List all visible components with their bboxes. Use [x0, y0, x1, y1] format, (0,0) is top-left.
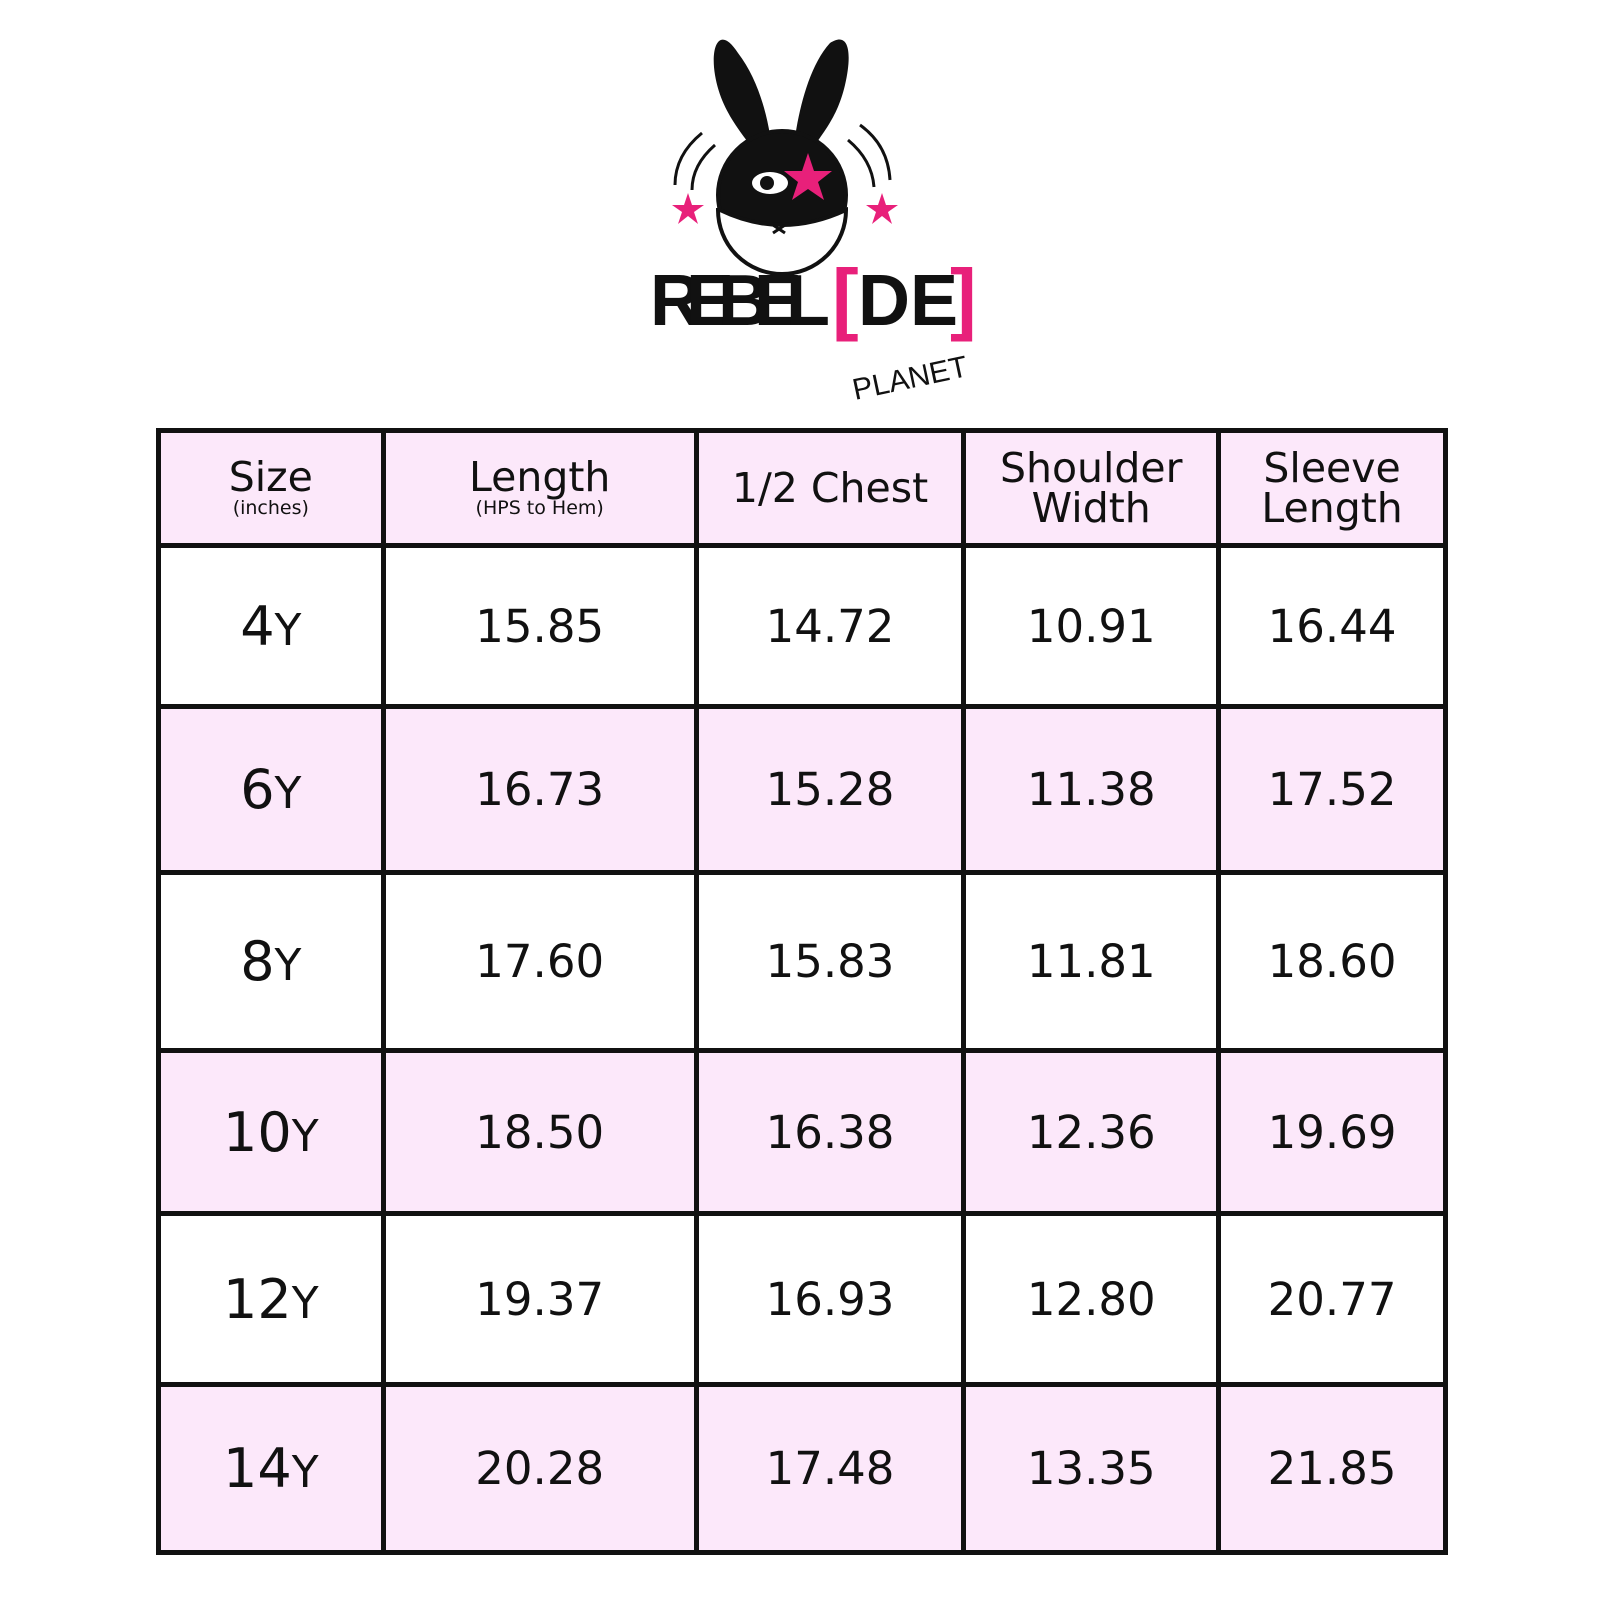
value-cell: 15.85 [380, 543, 699, 709]
size-number: 6 [240, 758, 275, 821]
value-cell: 16.38 [693, 1048, 967, 1216]
header-label: Length [468, 453, 611, 501]
table-row: 10Y 18.50 16.38 12.36 19.69 [156, 1048, 1448, 1216]
value-cell: 17.48 [693, 1382, 967, 1555]
table-row: 6Y 16.73 15.28 11.38 17.52 [156, 704, 1448, 875]
size-unit: Y [274, 768, 302, 819]
size-unit: Y [291, 1447, 319, 1498]
value-cell: 12.36 [961, 1048, 1222, 1216]
table-row: 12Y 19.37 16.93 12.80 20.77 [156, 1211, 1448, 1387]
value-cell: 12.80 [961, 1211, 1222, 1387]
value-cell: 14.72 [693, 543, 967, 709]
value-cell: 15.83 [693, 870, 967, 1053]
value-cell: 16.93 [693, 1211, 967, 1387]
value-cell: 18.50 [380, 1048, 699, 1216]
brand-name: REBEL [650, 261, 830, 341]
size-number: 10 [223, 1100, 292, 1164]
bunny-icon [672, 39, 898, 276]
value-cell: 21.85 [1216, 1382, 1448, 1555]
value-cell: 17.52 [1216, 704, 1448, 875]
table-row: 4Y 15.85 14.72 10.91 16.44 [156, 543, 1448, 709]
value-cell: 18.60 [1216, 870, 1448, 1053]
value-cell: 20.77 [1216, 1211, 1448, 1387]
table-row: 14Y 20.28 17.48 13.35 21.85 [156, 1382, 1448, 1555]
value-cell: 16.44 [1216, 543, 1448, 709]
size-cell: 6Y [156, 704, 386, 875]
header-length: Length (HPS to Hem) [380, 428, 699, 548]
size-chart-table: Size (inches) Length (HPS to Hem) 1/2 Ches… [156, 428, 1448, 1555]
size-cell: 8Y [156, 870, 386, 1053]
value-cell: 19.69 [1216, 1048, 1448, 1216]
value-cell: 13.35 [961, 1382, 1222, 1555]
brand-subtitle: PLANET [850, 350, 971, 407]
brand-name-de: DE [858, 261, 958, 341]
header-label: Size [228, 453, 313, 501]
size-unit: Y [291, 1110, 319, 1162]
table-row: 8Y 17.60 15.83 11.81 18.60 [156, 870, 1448, 1053]
value-cell: 17.60 [380, 870, 699, 1053]
brand-logo: REBEL [ DE ] PLANET [650, 39, 977, 407]
value-cell: 16.73 [380, 704, 699, 875]
size-cell: 4Y [156, 543, 386, 709]
size-number: 12 [223, 1267, 292, 1331]
size-cell: 10Y [156, 1048, 386, 1216]
header-size: Size (inches) [156, 428, 386, 548]
size-number: 8 [240, 930, 275, 993]
value-cell: 15.28 [693, 704, 967, 875]
size-unit: Y [274, 604, 302, 656]
header-row: Size (inches) Length (HPS to Hem) 1/2 Ches… [156, 428, 1448, 548]
value-cell: 20.28 [380, 1382, 699, 1555]
header-half-chest: 1/2 Chest [693, 428, 967, 548]
header-sub: (HPS to Hem) [475, 497, 604, 519]
brand-name-bracket: ] [950, 253, 977, 342]
size-cell: 12Y [156, 1211, 386, 1387]
brand-name-bracket: [ [832, 253, 859, 342]
value-cell: 19.37 [380, 1211, 699, 1387]
value-cell: 11.81 [961, 870, 1222, 1053]
header-shoulder-width: Shoulder Width [961, 428, 1222, 548]
size-cell: 14Y [156, 1382, 386, 1555]
header-sub: (inches) [232, 497, 309, 519]
size-number: 4 [240, 594, 275, 658]
header-sleeve-length: Sleeve Length [1216, 428, 1448, 548]
size-number: 14 [223, 1437, 292, 1500]
size-unit: Y [291, 1277, 319, 1329]
value-cell: 11.38 [961, 704, 1222, 875]
size-unit: Y [274, 940, 302, 991]
value-cell: 10.91 [961, 543, 1222, 709]
